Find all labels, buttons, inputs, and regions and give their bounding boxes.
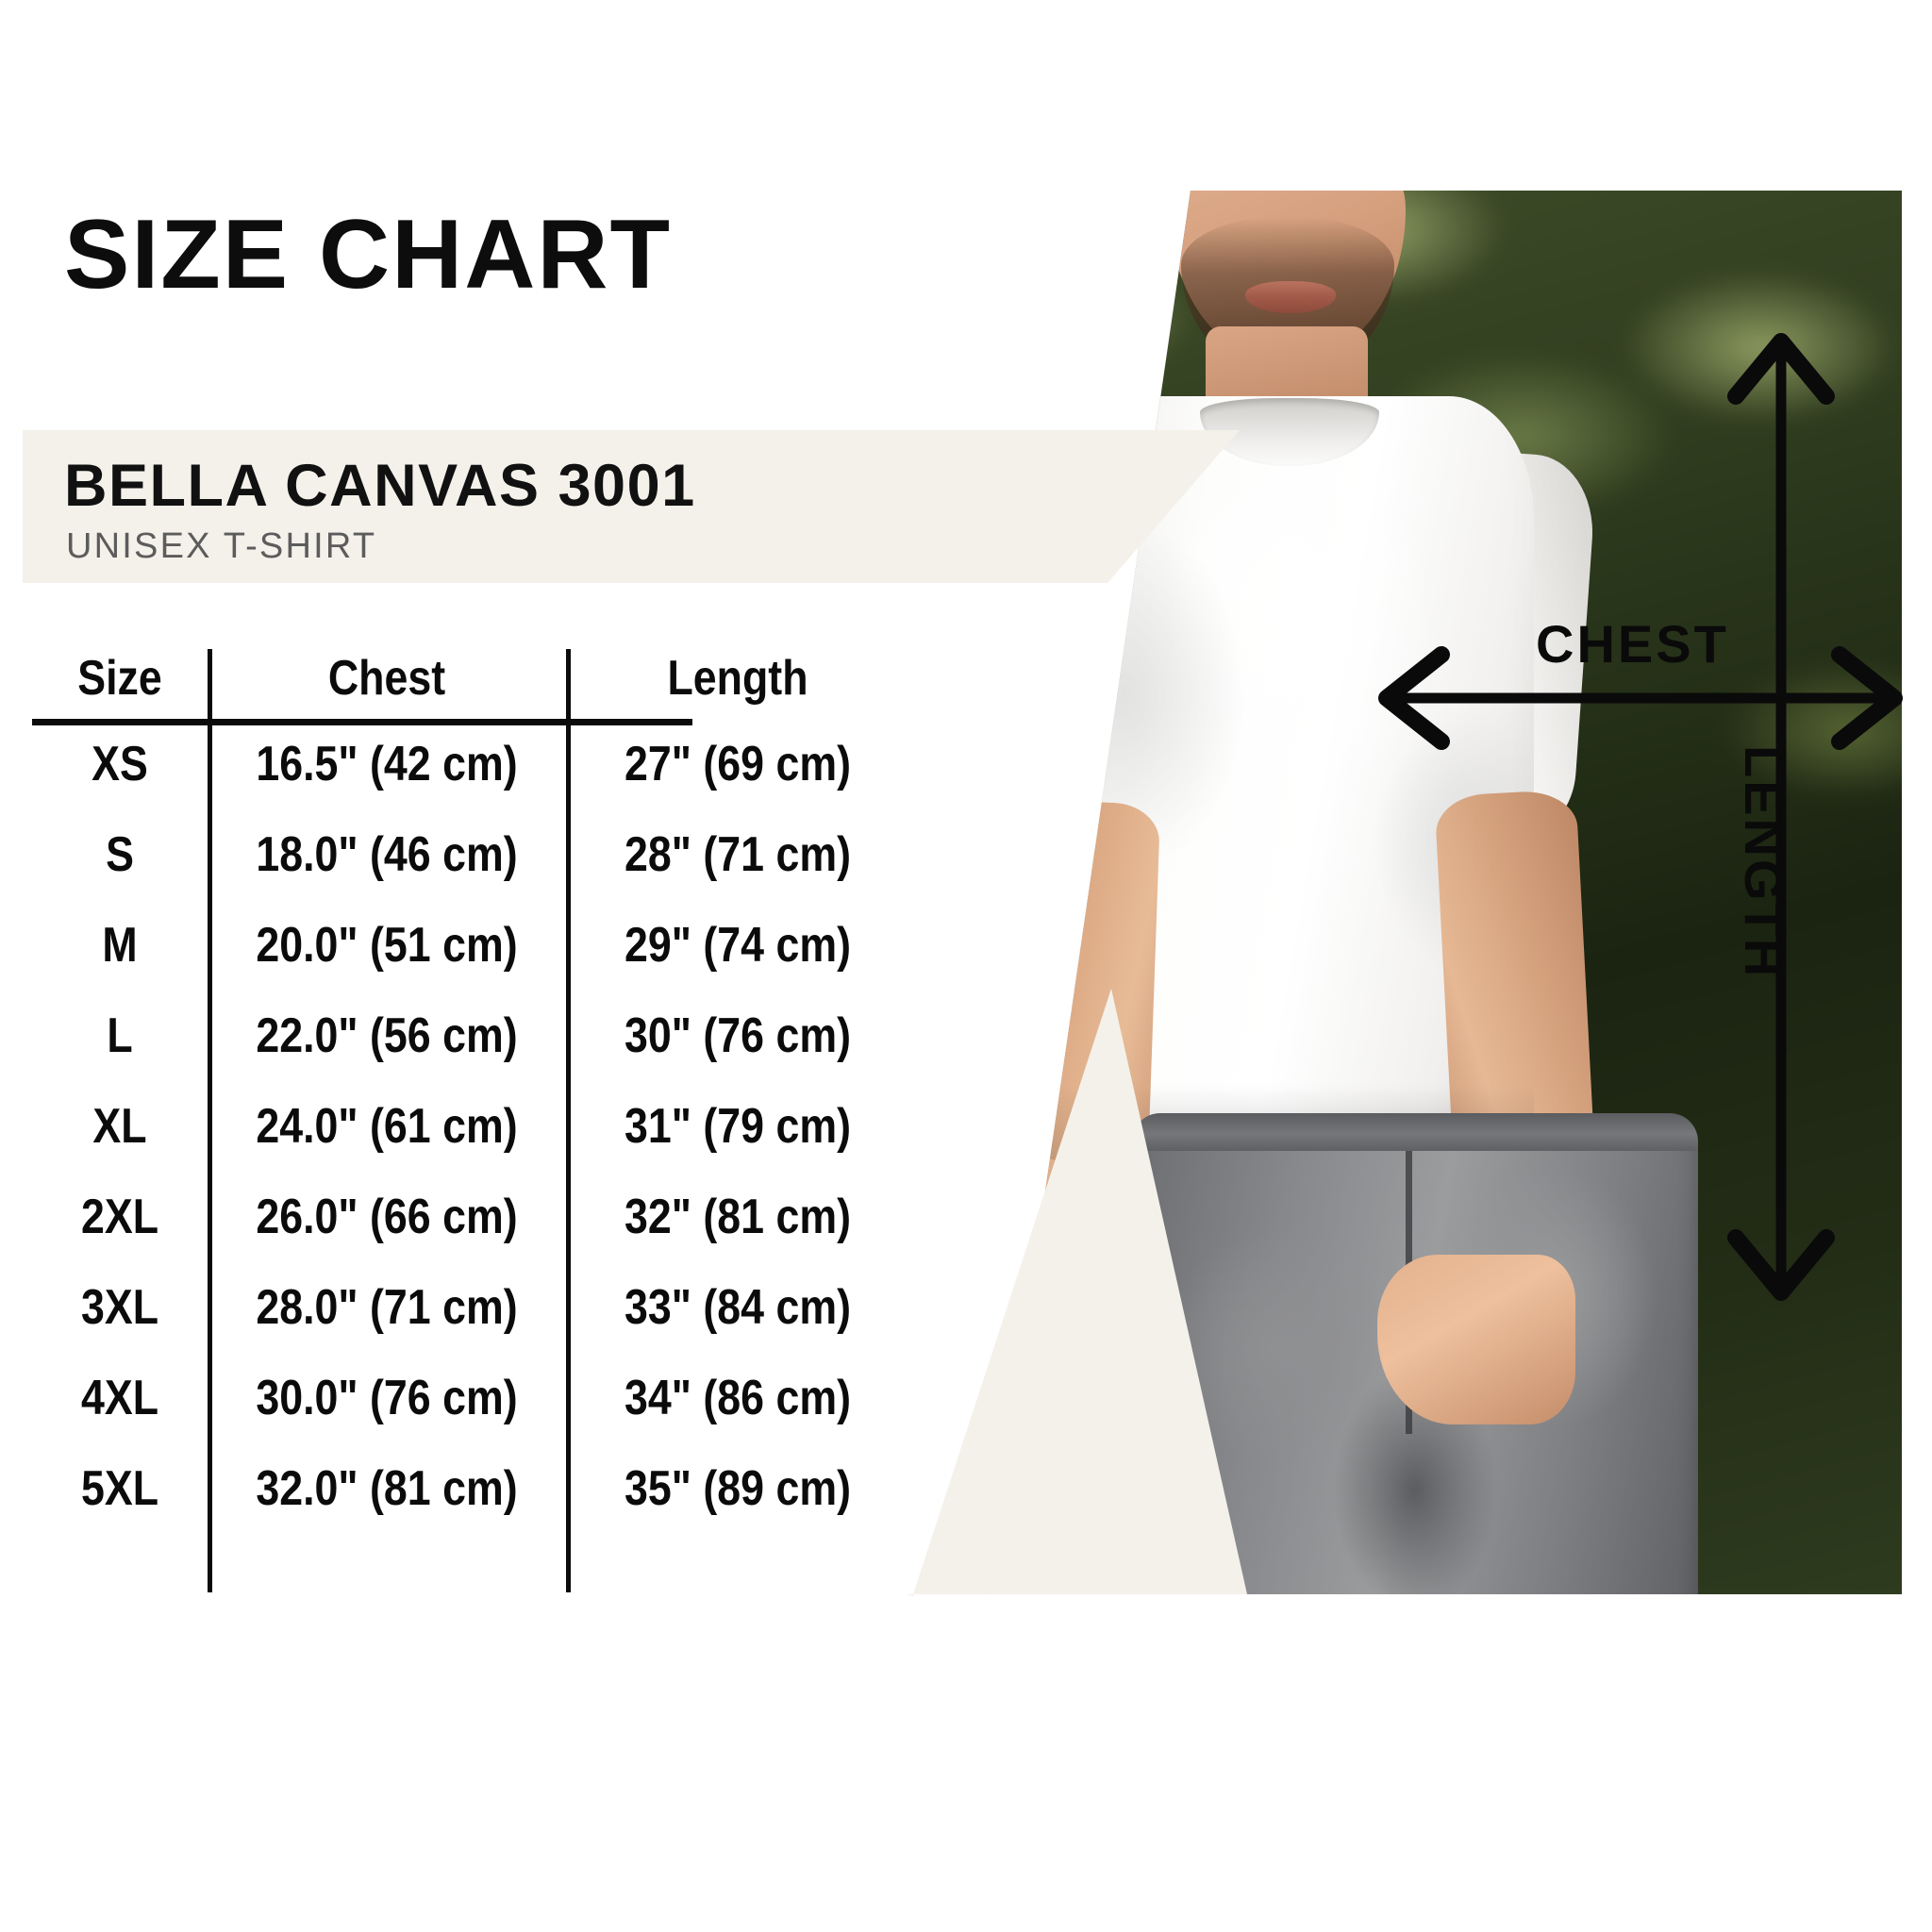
cell-chest: 18.0" (46 cm) [256, 827, 518, 882]
cell-length: 33" (84 cm) [625, 1280, 851, 1335]
brand-name: BELLA CANVAS 3001 [64, 453, 696, 519]
table-row: 3XL 28.0" (71 cm) 33" (84 cm) [32, 1262, 909, 1353]
cell-size: XL [92, 1099, 147, 1154]
cell-length: 34" (86 cm) [625, 1371, 851, 1425]
cell-chest: 26.0" (66 cm) [256, 1190, 518, 1244]
chest-measurement-label: CHEST [1536, 614, 1729, 674]
cell-length: 29" (74 cm) [625, 918, 851, 973]
cell-chest: 30.0" (76 cm) [256, 1371, 518, 1425]
table-row: XL 24.0" (61 cm) 31" (79 cm) [32, 1081, 909, 1172]
cell-size: 2XL [80, 1190, 159, 1244]
table-row: 5XL 32.0" (81 cm) 35" (89 cm) [32, 1443, 909, 1534]
cell-length: 31" (79 cm) [625, 1099, 851, 1154]
cell-chest: 24.0" (61 cm) [256, 1099, 518, 1154]
column-header-length: Length [667, 651, 808, 706]
jeans-waistband [1132, 1113, 1698, 1151]
cell-chest: 22.0" (56 cm) [256, 1008, 518, 1063]
info-panel: SIZE CHART BELLA CANVAS 3001 UNISEX T-SH… [0, 0, 1240, 1932]
size-table: Size Chest Length XS 16.5" (42 cm) 27" (… [32, 638, 909, 1534]
table-column-divider-1 [208, 649, 212, 1592]
table-column-divider-2 [566, 649, 571, 1592]
table-row: L 22.0" (56 cm) 30" (76 cm) [32, 991, 909, 1081]
cell-size: 3XL [80, 1280, 159, 1335]
model-left-hand [1021, 1373, 1162, 1561]
length-measurement-label: LENGTH [1734, 745, 1793, 980]
table-row: M 20.0" (51 cm) 29" (74 cm) [32, 900, 909, 991]
brand-band-background [23, 430, 1240, 583]
model-lips [1245, 281, 1336, 313]
cell-size: XS [92, 737, 148, 791]
cell-length: 30" (76 cm) [625, 1008, 851, 1063]
cell-length: 32" (81 cm) [625, 1190, 851, 1244]
table-header-rule [32, 719, 692, 725]
column-header-chest: Chest [327, 651, 446, 706]
product-type-label: UNISEX T-SHIRT [66, 526, 377, 566]
model-right-hand-in-pocket [1377, 1255, 1575, 1424]
cell-size: L [107, 1008, 133, 1063]
cell-length: 35" (89 cm) [625, 1461, 851, 1516]
cell-chest: 32.0" (81 cm) [256, 1461, 518, 1516]
cell-size: M [102, 918, 138, 973]
table-row: 4XL 30.0" (76 cm) 34" (86 cm) [32, 1353, 909, 1443]
cell-chest: 28.0" (71 cm) [256, 1280, 518, 1335]
cell-chest: 20.0" (51 cm) [256, 918, 518, 973]
cell-size: 4XL [80, 1371, 159, 1425]
cell-length: 28" (71 cm) [625, 827, 851, 882]
column-header-size: Size [77, 651, 162, 706]
cell-size: S [106, 827, 134, 882]
table-header-row: Size Chest Length [32, 638, 909, 719]
table-row: S 18.0" (46 cm) 28" (71 cm) [32, 809, 909, 900]
page-title: SIZE CHART [64, 200, 672, 309]
table-row: 2XL 26.0" (66 cm) 32" (81 cm) [32, 1172, 909, 1262]
cell-length: 27" (69 cm) [625, 737, 851, 791]
cell-size: 5XL [80, 1461, 159, 1516]
cell-chest: 16.5" (42 cm) [256, 737, 518, 791]
table-row: XS 16.5" (42 cm) 27" (69 cm) [32, 719, 909, 809]
